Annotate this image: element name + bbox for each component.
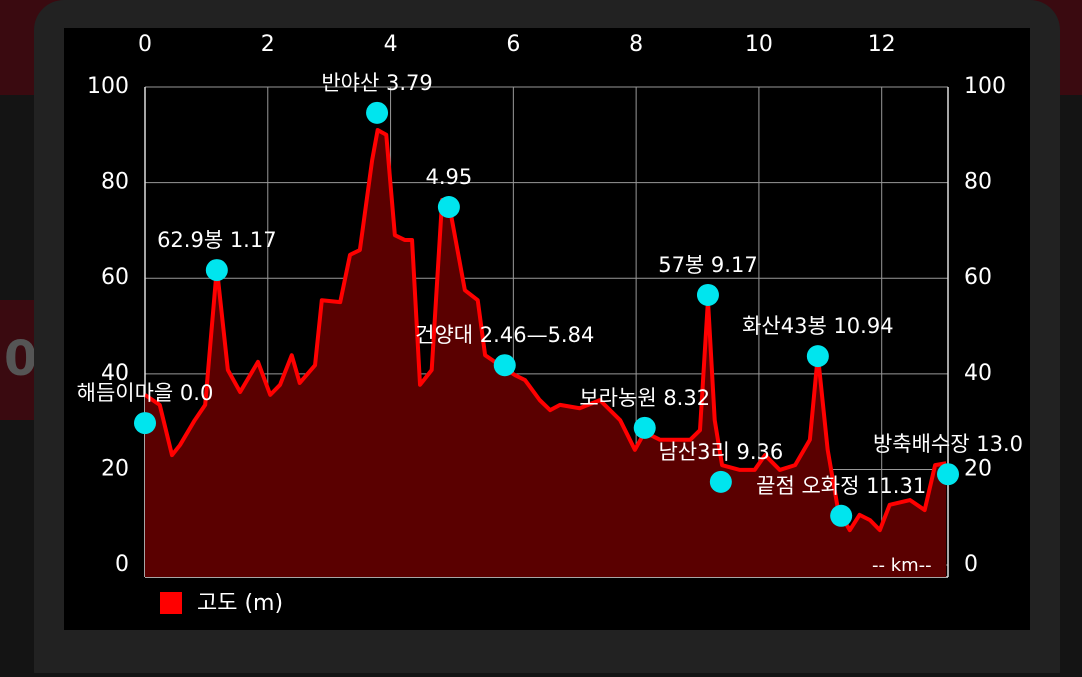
y2-tick-label: 40 bbox=[964, 361, 992, 386]
waypoint bbox=[366, 101, 389, 124]
waypoint-label: 4.95 bbox=[426, 165, 473, 189]
bg-text: 0 bbox=[4, 331, 37, 387]
x-tick-label: 10 bbox=[745, 32, 773, 57]
waypoint bbox=[806, 345, 829, 368]
waypoint-label: 화산43봉 10.94 bbox=[742, 314, 893, 338]
y-tick-label: 0 bbox=[115, 552, 129, 577]
x-tick-label: 2 bbox=[261, 32, 275, 57]
y2-tick-label: 0 bbox=[964, 552, 978, 577]
y-tick-label: 20 bbox=[101, 456, 129, 481]
y-tick-label: 40 bbox=[101, 361, 129, 386]
waypoint-label: 62.9봉 1.17 bbox=[157, 228, 277, 252]
waypoint bbox=[937, 463, 959, 486]
waypoint bbox=[437, 195, 460, 218]
waypoint bbox=[633, 416, 656, 439]
x-tick-label: 6 bbox=[506, 32, 520, 57]
waypoint bbox=[493, 354, 516, 377]
waypoint bbox=[205, 259, 228, 282]
legend-swatch bbox=[160, 592, 182, 614]
legend-label: 고도 (m) bbox=[197, 591, 283, 616]
y-tick-label: 100 bbox=[87, 74, 129, 99]
y-tick-label: 80 bbox=[101, 170, 129, 195]
waypoint-label: 끝점 오화정 11.31 bbox=[756, 474, 926, 498]
bg-panel bbox=[0, 300, 40, 420]
x-tick-label: 4 bbox=[384, 32, 398, 57]
area-fill bbox=[145, 130, 947, 577]
x-tick-label: 12 bbox=[868, 32, 896, 57]
y2-tick-label: 100 bbox=[964, 74, 1006, 99]
y2-tick-label: 60 bbox=[964, 265, 992, 290]
waypoint-label: 보라농원 8.32 bbox=[579, 386, 710, 410]
waypoint bbox=[709, 470, 732, 493]
waypoint-label: 반야산 3.79 bbox=[321, 71, 432, 95]
waypoint-label: 해듬이마을 0.0 bbox=[77, 381, 214, 405]
y-tick-label: 60 bbox=[101, 265, 129, 290]
waypoint bbox=[134, 412, 156, 435]
x-tick-label: 8 bbox=[629, 32, 643, 57]
x-tick-label: 0 bbox=[138, 32, 152, 57]
waypoint bbox=[830, 504, 853, 527]
waypoint-label: 방축배수장 13.0 bbox=[873, 432, 1023, 456]
waypoint bbox=[696, 283, 719, 306]
waypoint-label: 57봉 9.17 bbox=[658, 253, 757, 277]
y2-tick-label: 80 bbox=[964, 170, 992, 195]
waypoint-label: 남산3리 9.36 bbox=[658, 440, 783, 464]
x-axis-unit: -- km-- bbox=[872, 555, 932, 576]
y2-tick-label: 20 bbox=[964, 456, 992, 481]
waypoint-label: 건양대 2.46—5.84 bbox=[415, 323, 594, 347]
